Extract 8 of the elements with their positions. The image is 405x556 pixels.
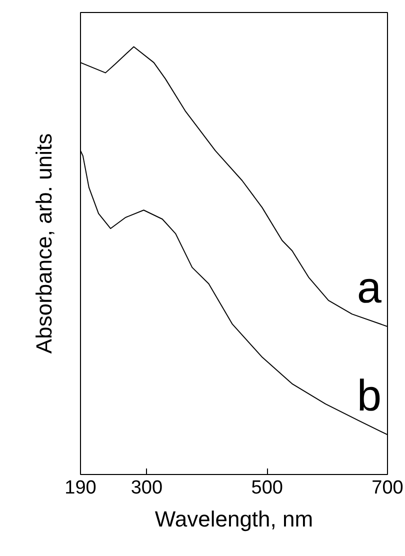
x-tick-label: 300 [130,478,163,498]
series-label: b [357,372,382,421]
x-axis-title: Wavelength, nm [154,506,314,532]
series-label: a [357,263,382,312]
y-axis-title: Absorbance, arb. units [32,133,56,354]
x-tick-label: 190 [64,478,96,498]
x-tick-label: 500 [251,478,283,498]
x-tick-label: 700 [372,478,404,498]
